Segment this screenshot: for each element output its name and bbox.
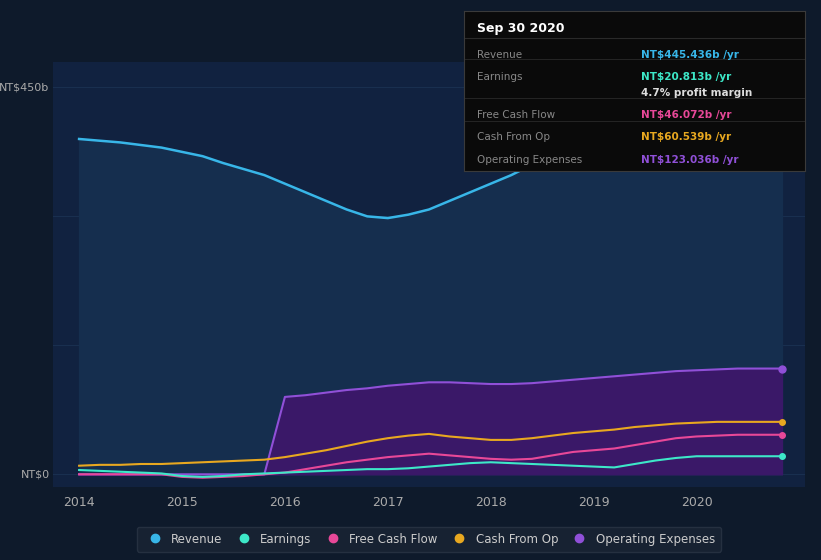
- Text: Earnings: Earnings: [478, 72, 523, 82]
- Text: 4.7% profit margin: 4.7% profit margin: [641, 88, 752, 98]
- Text: Revenue: Revenue: [478, 49, 523, 59]
- Legend: Revenue, Earnings, Free Cash Flow, Cash From Op, Operating Expenses: Revenue, Earnings, Free Cash Flow, Cash …: [137, 527, 721, 552]
- Text: Sep 30 2020: Sep 30 2020: [478, 22, 565, 35]
- Text: Cash From Op: Cash From Op: [478, 133, 551, 142]
- Text: Free Cash Flow: Free Cash Flow: [478, 110, 556, 120]
- Text: NT$445.436b /yr: NT$445.436b /yr: [641, 49, 739, 59]
- Text: NT$20.813b /yr: NT$20.813b /yr: [641, 72, 732, 82]
- Text: NT$450b: NT$450b: [0, 82, 49, 92]
- Text: Operating Expenses: Operating Expenses: [478, 155, 583, 165]
- Text: NT$60.539b /yr: NT$60.539b /yr: [641, 133, 732, 142]
- Text: NT$0: NT$0: [21, 469, 49, 479]
- Text: NT$46.072b /yr: NT$46.072b /yr: [641, 110, 732, 120]
- Text: NT$123.036b /yr: NT$123.036b /yr: [641, 155, 739, 165]
